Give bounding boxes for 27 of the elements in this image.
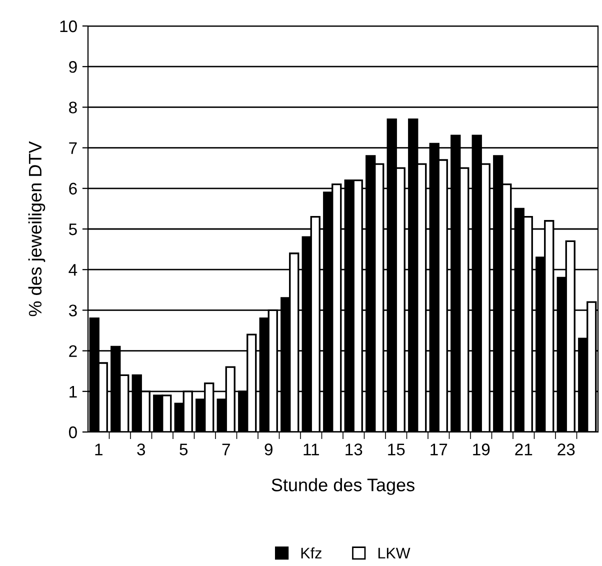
y-tick-label: 0: [68, 426, 77, 438]
y-tick-label: 4: [68, 264, 78, 276]
x-tick-label: 19: [473, 444, 490, 456]
y-tick-label: 3: [68, 304, 77, 316]
x-tick-label: 11: [304, 444, 319, 456]
y-tick-label: 7: [69, 142, 77, 154]
x-tick-label: 23: [558, 444, 575, 456]
y-tick-label: 1: [70, 386, 77, 398]
x-axis-title: Stunde des Tages: [272, 478, 414, 495]
x-tick-label: 1: [95, 444, 102, 456]
y-tick-label: 9: [69, 61, 77, 73]
y-tick-label: 5: [68, 224, 77, 236]
x-tick-label: 13: [346, 444, 362, 456]
legend-label: LKW: [378, 548, 410, 558]
x-tick-label: 17: [430, 444, 448, 456]
y-tick-label: 10: [60, 20, 77, 32]
y-axis-title: % des jeweiligen DTV: [28, 141, 46, 316]
x-tick-label: 7: [222, 444, 230, 456]
x-tick-label: 15: [388, 444, 405, 456]
y-tick-label: 8: [69, 102, 77, 114]
x-tick-label: 3: [137, 444, 146, 456]
x-tick-label: 21: [515, 444, 532, 456]
y-tick-label: 2: [69, 345, 77, 357]
x-tick-label: 9: [264, 444, 272, 456]
legend-label: Kfz: [301, 547, 322, 558]
x-tick-label: 5: [180, 444, 188, 456]
y-tick-label: 6: [69, 182, 77, 195]
